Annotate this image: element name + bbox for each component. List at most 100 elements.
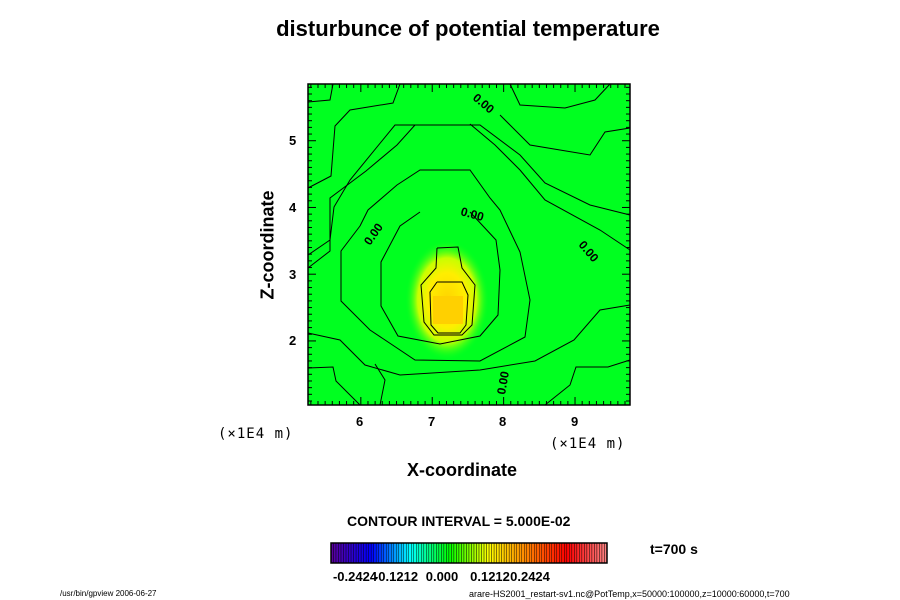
colorbar-segment <box>569 542 573 564</box>
colorbar-segment <box>453 542 457 564</box>
colorbar-segment <box>471 542 475 564</box>
colorbar-segment <box>478 542 482 564</box>
axis-ticks <box>308 84 630 405</box>
colorbar-tick-label: 0.2424 <box>510 569 550 584</box>
colorbar-segment <box>380 542 384 564</box>
colorbar-segment <box>358 542 362 564</box>
colorbar-segment <box>584 542 588 564</box>
colorbar-segment <box>541 542 545 564</box>
chart-title: disturbunce of potential temperature <box>276 16 660 41</box>
colorbar-segment <box>378 542 382 564</box>
colorbar-segment <box>493 542 497 564</box>
colorbar-segment <box>438 542 442 564</box>
x-tick-label: 8 <box>499 414 507 429</box>
contour-line <box>307 124 416 269</box>
colorbar-segment <box>496 542 500 564</box>
colorbar-segment <box>338 542 342 564</box>
colorbar-segment <box>433 542 437 564</box>
colorbar-segment <box>436 542 440 564</box>
contour-line <box>380 211 501 345</box>
colorbar-segment <box>591 542 595 564</box>
colorbar-segment <box>446 542 450 564</box>
contour-line <box>307 124 631 256</box>
colorbar-segment <box>373 542 377 564</box>
colorbar-segment <box>458 542 462 564</box>
colorbar-frame <box>330 542 608 564</box>
colorbar-segment <box>448 542 452 564</box>
colorbar-segment <box>398 542 402 564</box>
colorbar-segment <box>423 542 427 564</box>
colorbar-segment <box>396 542 399 564</box>
colorbar-segment <box>441 542 445 564</box>
contour-label: 0.00 <box>494 370 512 396</box>
colorbar-segment <box>594 542 598 564</box>
colorbar-segment <box>411 542 415 564</box>
colorbar-segment <box>488 542 492 564</box>
colorbar-tick-label: -0.1212 <box>373 569 419 584</box>
colorbar-segment <box>539 542 542 564</box>
colorbar-segment <box>466 542 470 564</box>
colorbar-segment <box>544 542 547 564</box>
colorbar-segment <box>393 542 397 564</box>
colorbar-segment <box>375 542 379 564</box>
colorbar-segment <box>360 542 364 564</box>
colorbar-segment <box>589 542 593 564</box>
colorbar-segment <box>353 542 357 564</box>
colorbar-segment <box>476 542 480 564</box>
colorbar-segment <box>431 542 435 564</box>
colorbar-segment <box>581 542 585 564</box>
contour-line <box>420 246 476 336</box>
contour-line <box>307 83 334 103</box>
colorbar-segment <box>481 542 485 564</box>
colorbar-segment <box>413 542 417 564</box>
colorbar-segment <box>526 542 530 564</box>
colorbar-tick-label: 0.1212 <box>470 569 510 584</box>
colorbar-segment <box>426 542 430 564</box>
colorbar-segment <box>574 542 578 564</box>
contour-label: 0.00 <box>459 204 485 224</box>
contour-line <box>509 83 611 109</box>
colorbar-segment <box>566 542 570 564</box>
colorbar-segment <box>529 542 532 564</box>
plot-area <box>308 84 630 405</box>
colorbar-segment <box>383 542 387 564</box>
colorbar-segment <box>333 542 337 564</box>
colorbar-segment <box>506 542 510 564</box>
colorbar-segment <box>524 542 527 564</box>
colorbar-tick-label: -0.2424 <box>332 569 378 584</box>
colorbar-segment <box>340 542 344 564</box>
colorbar-segment <box>501 542 505 564</box>
colorbar-segment <box>391 542 394 564</box>
colorbar-segment <box>561 542 565 564</box>
x-tick-label: 9 <box>571 414 579 429</box>
footer-right: arare-HS2001_restart-sv1.nc@PotTemp,x=50… <box>469 589 790 599</box>
colorbar-segment <box>421 542 425 564</box>
contour-line <box>374 363 386 406</box>
colorbar <box>330 542 608 564</box>
x-tick-label: 6 <box>356 414 364 429</box>
colorbar-segment <box>576 542 580 564</box>
contour-line <box>544 359 631 406</box>
colorbar-segment <box>564 542 568 564</box>
colorbar-segment <box>559 542 563 564</box>
colorbar-segment <box>456 542 460 564</box>
contour-line <box>307 83 401 189</box>
footer-left: /usr/bin/gpview 2006-06-27 <box>60 589 157 598</box>
contour-lines <box>307 83 631 406</box>
colorbar-segment <box>468 542 472 564</box>
colorbar-segment <box>463 542 467 564</box>
x-unit-label: (×1E4 m) <box>550 436 626 452</box>
colorbar-segment <box>343 542 347 564</box>
z-unit-label: (×1E4 m) <box>218 426 294 442</box>
colorbar-segment <box>428 542 432 564</box>
colorbar-segment <box>335 542 339 564</box>
y-tick-label: 3 <box>289 267 297 282</box>
time-label: t=700 s <box>650 541 698 557</box>
colorbar-segment <box>551 542 555 564</box>
colorbar-segment <box>388 542 392 564</box>
colorbar-segment <box>473 542 477 564</box>
colorbar-segment <box>483 542 487 564</box>
colorbar-segment <box>531 542 535 564</box>
colorbar-segment <box>586 542 590 564</box>
colorbar-segment <box>498 542 502 564</box>
